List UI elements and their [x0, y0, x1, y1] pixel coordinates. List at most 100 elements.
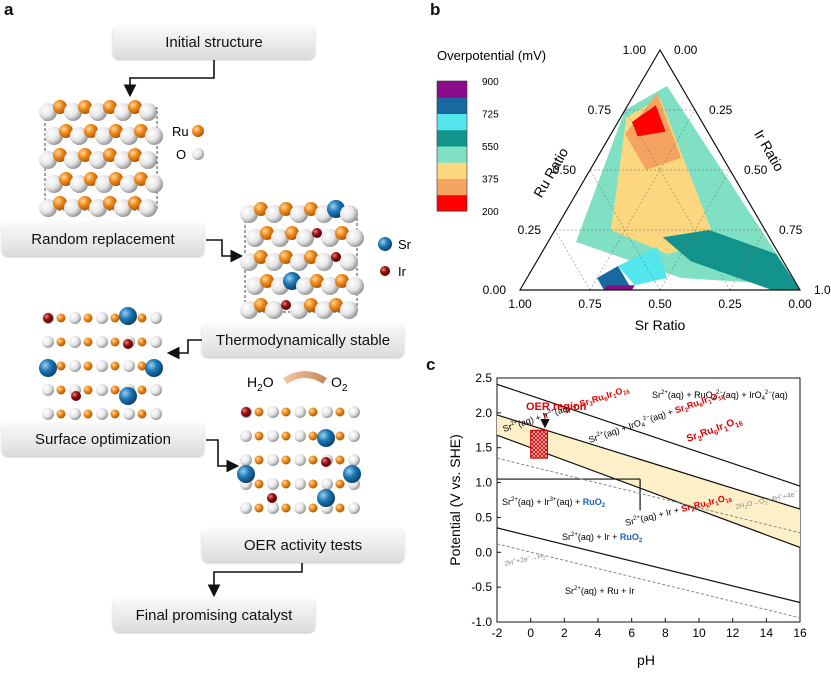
o-atom — [139, 103, 157, 121]
ru-atom — [281, 479, 291, 489]
region-725 — [662, 230, 800, 290]
o-atom — [296, 229, 314, 247]
y-tick-label: 2.5 — [475, 371, 492, 385]
o-atom — [114, 199, 132, 217]
ru-atom — [260, 226, 274, 240]
o-atom — [96, 360, 108, 372]
annotation-top-phase: Sr2+(aq) + RuO42−(aq) + IrO42−(aq) — [652, 390, 788, 402]
ru-atom — [335, 407, 345, 417]
o-atom — [120, 127, 138, 145]
x-tick-label: 14 — [760, 626, 774, 640]
sr-tick: 0.25 — [718, 297, 742, 311]
x-tick-label: -2 — [492, 626, 503, 640]
o-atom — [45, 175, 63, 193]
optimized-surface-structure — [39, 307, 163, 420]
boundary-upper — [496, 383, 801, 487]
stable-region-shading — [497, 414, 800, 548]
o-atom — [145, 127, 163, 145]
ru-atom — [285, 226, 299, 240]
ru-legend-label: Ru — [172, 124, 189, 139]
o-atom — [89, 199, 107, 217]
colorbar-swatch — [437, 81, 467, 98]
o-atom — [271, 229, 289, 247]
x-tick-label: 6 — [628, 626, 635, 640]
ru-atom — [59, 172, 73, 186]
o-atom — [69, 408, 81, 420]
o-atom — [321, 478, 333, 490]
ru-atom — [308, 431, 318, 441]
o-atom — [123, 360, 135, 372]
o-atom — [321, 229, 339, 247]
o-atom — [346, 229, 364, 247]
o-atom — [265, 205, 283, 223]
y-tick-label: -1.0 — [471, 615, 492, 629]
o-atom — [346, 277, 364, 295]
o-atom — [315, 253, 333, 271]
ir-legend-label: Ir — [398, 264, 407, 279]
region-purple — [604, 285, 635, 290]
ru-atom — [254, 479, 264, 489]
o-atom — [114, 103, 132, 121]
ru-atom — [56, 361, 66, 371]
sr-legend-icon — [378, 237, 392, 251]
ru-atom — [110, 361, 120, 371]
ru-atom — [53, 196, 67, 210]
ir-tick: 0.00 — [674, 43, 698, 57]
o-atom — [265, 253, 283, 271]
step-final-promising-catalyst: Final promising catalyst — [113, 598, 315, 632]
o-atom — [290, 253, 308, 271]
water-oxidation-label: 2H2O→O2+4H++4e− — [735, 489, 799, 513]
o-atom — [340, 253, 358, 271]
colorbar-tick: 200 — [482, 207, 499, 218]
colorbar-tick: 725 — [482, 110, 499, 121]
water-line-2H-H2 — [496, 543, 801, 619]
ru-tick: 0.25 — [518, 223, 542, 237]
ru-atom — [110, 313, 120, 323]
step-random-replacement: Random replacement — [2, 222, 204, 256]
o-atom — [348, 406, 360, 418]
sr-atom — [119, 307, 137, 325]
ru-atom — [56, 313, 66, 323]
o-atom — [340, 205, 358, 223]
y-tick-label: 2.0 — [475, 406, 492, 420]
y-axis-label: Potential (V vs. SHE) — [447, 434, 463, 566]
sr-atom — [237, 465, 255, 483]
ru-atom — [128, 196, 142, 210]
ir-atom — [267, 493, 277, 503]
ir-tick: 0.25 — [709, 103, 733, 117]
panel-letter-a: a — [4, 0, 14, 19]
o-atom — [240, 205, 258, 223]
ru-atom — [310, 274, 324, 288]
o-atom — [321, 406, 333, 418]
o-atom — [150, 312, 162, 324]
ru-atom — [109, 172, 123, 186]
o-atom — [290, 205, 308, 223]
ru-atom — [308, 479, 318, 489]
sr-tick: 1.00 — [508, 297, 532, 311]
y-tick-label: 0.0 — [475, 545, 492, 559]
sr2ru6ir1o16-stability-region — [497, 414, 800, 548]
ru-atom — [78, 100, 92, 114]
o-atom — [64, 151, 82, 169]
oer-region-label: OER region — [526, 401, 587, 413]
sr-tick: 0.00 — [788, 297, 812, 311]
ru-atom — [254, 298, 268, 312]
ru-atom — [83, 361, 93, 371]
o-atom — [294, 454, 306, 466]
hydrogen-evolution-label: 2H++2e−→H2 — [504, 550, 547, 569]
panel-letter-c: c — [426, 355, 436, 374]
ru-atom — [335, 503, 345, 513]
annotation-ruo2-phase-2: Sr2+(aq) + Ir + RuO2 — [562, 532, 643, 544]
o-atom — [69, 360, 81, 372]
ru-atom — [308, 455, 318, 465]
ru-atom — [83, 409, 93, 419]
o-atom — [96, 312, 108, 324]
ru-atom — [254, 455, 264, 465]
colorbar-swatch — [437, 194, 467, 212]
ru-atom — [59, 124, 73, 138]
colorbar-tick: 550 — [482, 142, 499, 153]
annotation-bottom-phase: Sr2+(aq) + Ru + Ir — [565, 586, 634, 596]
colorbar-swatch — [437, 97, 467, 114]
x-tick-label: 4 — [595, 626, 602, 640]
ru-atom — [110, 385, 120, 395]
